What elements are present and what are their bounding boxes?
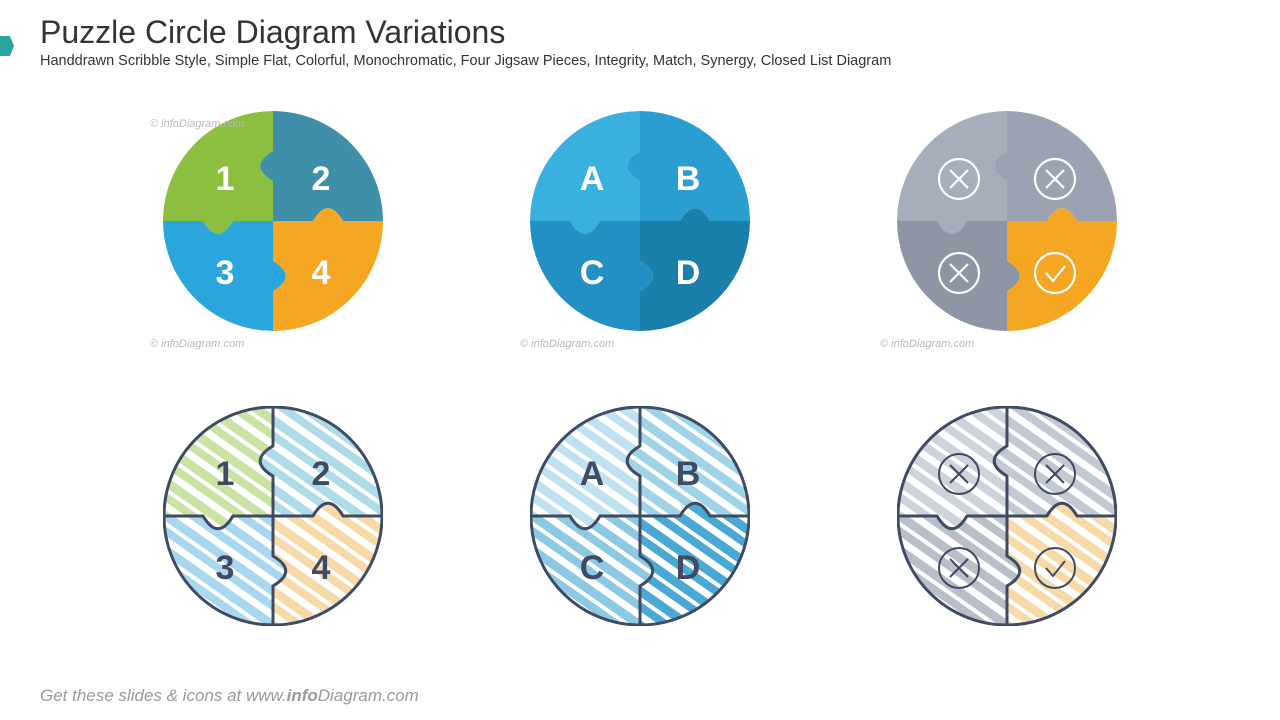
svg-text:4: 4 [312, 549, 331, 587]
footer-credit: Get these slides & icons at www.infoDiag… [40, 686, 419, 706]
puzzle-flat-colorful-numbers: 1 2 3 4 [163, 111, 383, 331]
svg-text:D: D [676, 549, 701, 587]
puzzle-cell [863, 93, 1150, 348]
footer-rest: Diagram.com [318, 686, 419, 705]
svg-text:D: D [676, 254, 701, 292]
svg-text:1: 1 [216, 160, 235, 198]
svg-text:2: 2 [312, 160, 331, 198]
page-title: Puzzle Circle Diagram Variations [40, 14, 1240, 51]
puzzle-cell: 1 2 3 4 [130, 93, 417, 348]
svg-text:2: 2 [312, 455, 331, 493]
svg-text:4: 4 [312, 254, 331, 292]
footer-prefix: Get these slides & icons at www. [40, 686, 287, 705]
puzzle-scribble-mono-letters: A B C D [530, 406, 750, 626]
puzzle-scribble-colorful-numbers: 1 2 3 4 [163, 406, 383, 626]
page-subtitle: Handdrawn Scribble Style, Simple Flat, C… [40, 53, 1240, 69]
puzzle-flat-gray-icons [897, 111, 1117, 331]
svg-text:3: 3 [216, 254, 235, 292]
svg-text:3: 3 [216, 549, 235, 587]
accent-tab [0, 36, 14, 56]
header: Puzzle Circle Diagram Variations Handdra… [0, 0, 1280, 73]
puzzle-cell: A B C D [497, 93, 784, 348]
svg-text:B: B [676, 160, 701, 198]
footer-bold: info [287, 686, 318, 705]
puzzle-cell: 1 2 3 4 [130, 388, 417, 643]
svg-text:B: B [676, 455, 701, 493]
puzzle-flat-mono-letters: A B C D [530, 111, 750, 331]
svg-text:1: 1 [216, 455, 235, 493]
svg-text:C: C [580, 254, 605, 292]
puzzle-cell: A B C D [497, 388, 784, 643]
svg-text:A: A [580, 455, 605, 493]
svg-text:A: A [580, 160, 605, 198]
puzzle-grid: 1 2 3 4 A B C D [0, 73, 1280, 643]
svg-text:C: C [580, 549, 605, 587]
puzzle-scribble-gray-icons [897, 406, 1117, 626]
puzzle-cell [863, 388, 1150, 643]
